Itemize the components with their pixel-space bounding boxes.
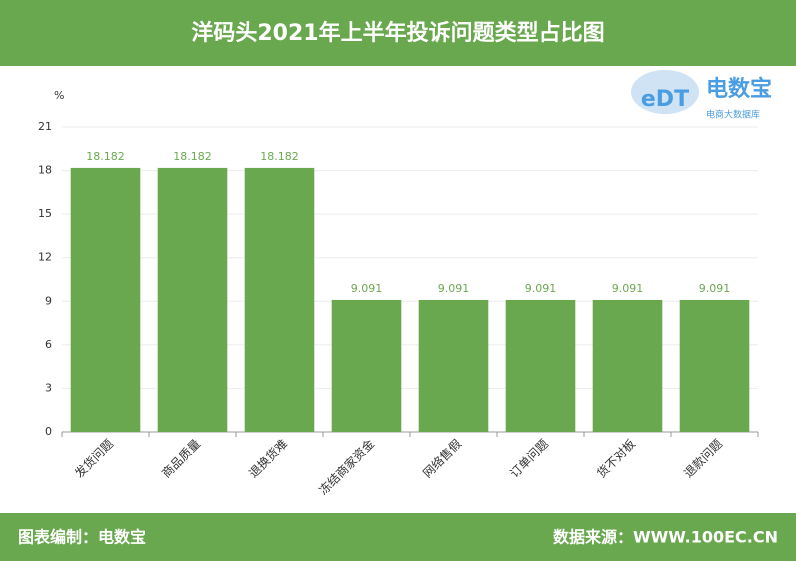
bar — [244, 167, 315, 432]
bar — [505, 299, 576, 432]
value-label: 9.091 — [699, 282, 731, 295]
logo-tagline: 电商大数据库 — [706, 109, 760, 121]
logo-cloud — [631, 70, 699, 114]
footer-right: 数据来源：WWW.100EC.CN — [553, 528, 778, 547]
bar — [592, 299, 663, 432]
bar — [679, 299, 750, 432]
bar — [418, 299, 489, 432]
value-label: 9.091 — [612, 282, 644, 295]
bar — [70, 167, 141, 432]
y-tick-label: 12 — [38, 251, 52, 264]
header-band — [0, 0, 796, 66]
bar — [331, 299, 402, 432]
value-label: 18.182 — [86, 150, 125, 163]
logo-mark: eDT — [641, 87, 689, 112]
value-label: 9.091 — [351, 282, 383, 295]
footer-band — [0, 513, 796, 561]
y-tick-label: 3 — [45, 381, 52, 394]
y-unit: % — [54, 89, 64, 102]
y-tick-label: 9 — [45, 294, 52, 307]
value-label: 9.091 — [438, 282, 470, 295]
y-tick-label: 6 — [45, 338, 52, 351]
value-label: 18.182 — [260, 150, 299, 163]
y-tick-label: 18 — [38, 164, 52, 177]
y-tick-label: 21 — [38, 120, 52, 133]
chart-title: 洋码头2021年上半年投诉问题类型占比图 — [191, 20, 604, 46]
y-tick-label: 0 — [45, 425, 52, 438]
value-label: 9.091 — [525, 282, 557, 295]
y-tick-label: 15 — [38, 207, 52, 220]
footer-left: 图表编制：电数宝 — [18, 528, 146, 547]
logo-name: 电数宝 — [706, 76, 772, 102]
bar — [157, 167, 228, 432]
value-label: 18.182 — [173, 150, 212, 163]
